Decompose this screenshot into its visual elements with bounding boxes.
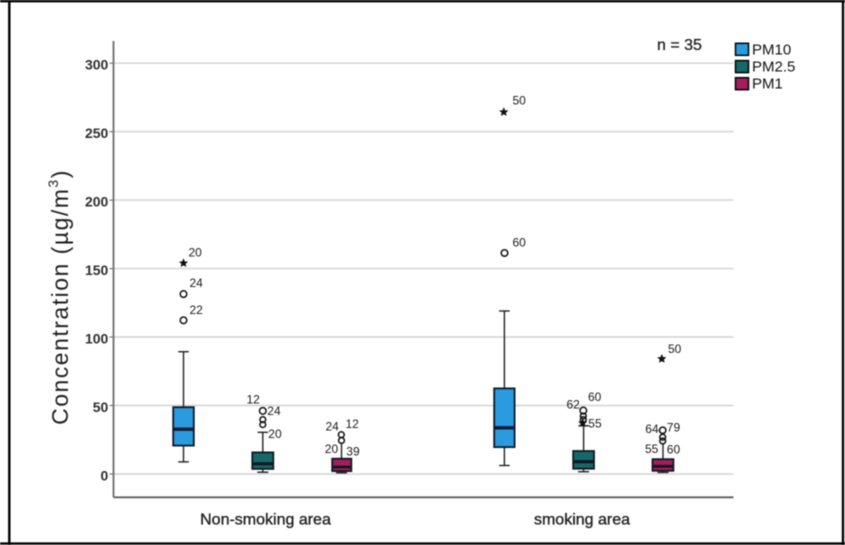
svg-text:250: 250 [85,125,109,141]
svg-text:24: 24 [326,420,340,434]
svg-text:150: 150 [85,262,109,278]
svg-text:50: 50 [513,94,527,108]
svg-text:20: 20 [325,442,339,456]
svg-text:Concentration (µg/m3): Concentration (µg/m3) [45,169,73,425]
svg-text:50: 50 [668,342,682,356]
svg-text:smoking area: smoking area [534,512,630,529]
svg-text:39: 39 [346,445,360,459]
svg-text:24: 24 [267,404,281,418]
svg-text:64: 64 [645,422,659,436]
svg-text:200: 200 [85,194,109,210]
svg-text:PM1: PM1 [752,76,783,93]
svg-text:50: 50 [93,399,109,415]
svg-text:PM2.5: PM2.5 [752,59,795,76]
svg-text:12: 12 [247,392,261,406]
svg-text:0: 0 [101,468,109,484]
svg-text:24: 24 [190,276,204,290]
svg-text:55: 55 [645,442,659,456]
svg-text:Non-smoking area: Non-smoking area [200,512,331,529]
svg-text:300: 300 [85,57,109,73]
svg-text:PM10: PM10 [752,41,791,58]
svg-text:20: 20 [268,427,282,441]
svg-text:60: 60 [667,443,681,457]
svg-text:79: 79 [667,421,681,435]
svg-text:55: 55 [588,416,602,430]
svg-text:n = 35: n = 35 [657,37,702,54]
svg-text:62: 62 [567,397,581,411]
svg-text:60: 60 [513,236,527,250]
svg-text:100: 100 [85,331,109,347]
svg-text:60: 60 [588,390,602,404]
svg-text:22: 22 [190,303,204,317]
svg-text:20: 20 [189,246,203,260]
svg-text:12: 12 [346,417,360,431]
